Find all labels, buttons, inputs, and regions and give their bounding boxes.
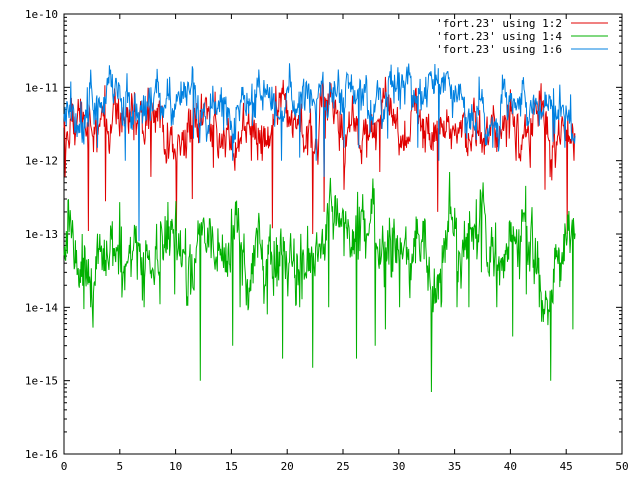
x-tick-label: 5	[116, 460, 123, 473]
x-tick-label: 0	[61, 460, 68, 473]
x-tick-label: 45	[560, 460, 573, 473]
y-tick-label: 1e-10	[25, 8, 58, 21]
y-tick-label: 1e-13	[25, 228, 58, 241]
x-tick-label: 20	[281, 460, 294, 473]
plot-frame	[63, 13, 623, 455]
legend-label-1: 'fort.23' using 1:2	[436, 17, 562, 30]
x-tick-label: 25	[336, 460, 349, 473]
x-tick-label: 35	[448, 460, 461, 473]
series-line-3	[63, 63, 576, 242]
y-axis-ticks: 1e-16 1e-15 1e-14 1e-13 1e-12 1e-11 1e-10	[25, 8, 622, 461]
x-axis-ticks: 0 5 10 15 20 25 30 35 40 45 50	[61, 14, 629, 473]
series-layer	[63, 63, 576, 393]
x-tick-label: 15	[225, 460, 238, 473]
y-tick-label: 1e-16	[25, 448, 58, 461]
x-tick-label: 10	[169, 460, 182, 473]
x-tick-label: 50	[615, 460, 628, 473]
legend-label-3: 'fort.23' using 1:6	[436, 43, 562, 56]
x-tick-label: 40	[504, 460, 517, 473]
series-line-1	[63, 76, 576, 235]
y-tick-label: 1e-12	[25, 155, 58, 168]
y-tick-label: 1e-11	[25, 81, 58, 94]
x-tick-label: 30	[392, 460, 405, 473]
series-line-2	[63, 171, 576, 393]
y-tick-label: 1e-15	[25, 375, 58, 388]
legend: 'fort.23' using 1:2'fort.23' using 1:4'f…	[436, 17, 608, 56]
legend-label-2: 'fort.23' using 1:4	[436, 30, 562, 43]
y-tick-label: 1e-14	[25, 301, 58, 314]
